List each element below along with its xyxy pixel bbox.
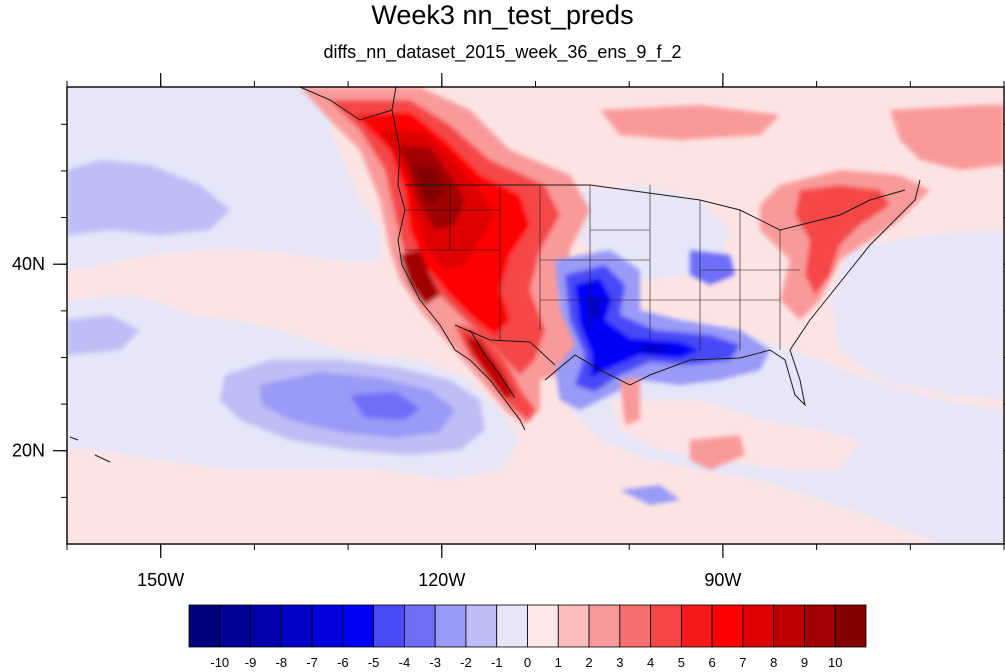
border-us-mexico <box>454 324 556 366</box>
colorbar-label: 9 <box>801 655 808 670</box>
colorbar-label: 0 <box>524 655 531 670</box>
colorbar-swatch <box>557 604 590 648</box>
coastline-gulf <box>544 179 921 407</box>
map-subtitle: diffs_nn_dataset_2015_week_36_ens_9_f_2 <box>323 42 682 62</box>
coastline-canada <box>299 87 393 121</box>
lat-tick-label: 40N <box>12 254 45 274</box>
colorbar-swatch <box>804 604 836 648</box>
colorbar-swatch <box>219 604 251 648</box>
state-lines <box>405 185 800 350</box>
colorbar-label: 2 <box>585 655 592 670</box>
colorbar-label: 3 <box>616 655 623 670</box>
colorbar-swatch <box>834 604 867 648</box>
colorbar-label: -6 <box>337 655 349 670</box>
lon-tick-label: 90W <box>704 570 741 590</box>
colorbar-swatch <box>404 604 436 648</box>
colorbar-label: -7 <box>306 655 318 670</box>
hawaii <box>69 436 111 463</box>
colorbar-swatch <box>588 604 621 648</box>
lon-tick-label: 120W <box>418 570 465 590</box>
coastline-baja-inner <box>469 329 516 399</box>
colorbar-label: -10 <box>210 655 229 670</box>
colorbar-swatch <box>188 604 221 648</box>
colorbar-swatch <box>619 604 651 648</box>
colorbar-label: 7 <box>739 655 746 670</box>
colorbar-swatch <box>311 604 344 648</box>
positive-baja <box>455 325 535 420</box>
colorbar-label: 6 <box>709 655 716 670</box>
negative-north-pacific <box>67 160 485 455</box>
colorbar-label: -8 <box>276 655 288 670</box>
colorbar-swatch <box>680 604 713 648</box>
coastline-pacific <box>391 87 526 431</box>
colorbar-label: 1 <box>555 655 562 670</box>
colorbar-swatch <box>742 604 775 648</box>
colorbar-swatch <box>527 604 559 648</box>
colorbar-swatch <box>773 604 805 648</box>
colorbar-swatch <box>342 604 375 648</box>
lon-tick-label: 150W <box>137 570 184 590</box>
boundaries <box>69 87 921 463</box>
colorbar-label: -5 <box>368 655 380 670</box>
positive-us-west <box>300 87 590 425</box>
map-axes: 150W 120W 90W 20N 40N <box>12 73 1005 590</box>
colorbar: -10 -9 -8 -7 -6 -5 -4 -3 -2 -1 0 1 2 3 4 5 6 7 8 9 10 <box>188 604 867 670</box>
map-title: Week3 nn_test_preds <box>371 0 634 30</box>
colorbar-swatch <box>250 604 282 648</box>
colorbar-label: -3 <box>429 655 441 670</box>
colorbar-swatch <box>465 604 498 648</box>
colorbar-label: 8 <box>770 655 777 670</box>
colorbar-swatch <box>496 604 528 648</box>
colorbar-swatch <box>711 604 744 648</box>
colorbar-label: -9 <box>245 655 257 670</box>
colorbar-label: 4 <box>647 655 654 670</box>
colorbar-label: -4 <box>399 655 411 670</box>
colorbar-label: -1 <box>491 655 503 670</box>
colorbar-swatch <box>373 604 405 648</box>
positive-east <box>600 105 1004 470</box>
colorbar-swatch <box>434 604 467 648</box>
anomaly-field <box>67 87 1004 544</box>
colorbar-label: 10 <box>828 655 842 670</box>
lat-tick-label: 20N <box>12 441 45 461</box>
colorbar-label: 5 <box>678 655 685 670</box>
colorbar-swatch <box>280 604 313 648</box>
colorbar-label: -2 <box>460 655 472 670</box>
colorbar-swatch <box>650 604 682 648</box>
